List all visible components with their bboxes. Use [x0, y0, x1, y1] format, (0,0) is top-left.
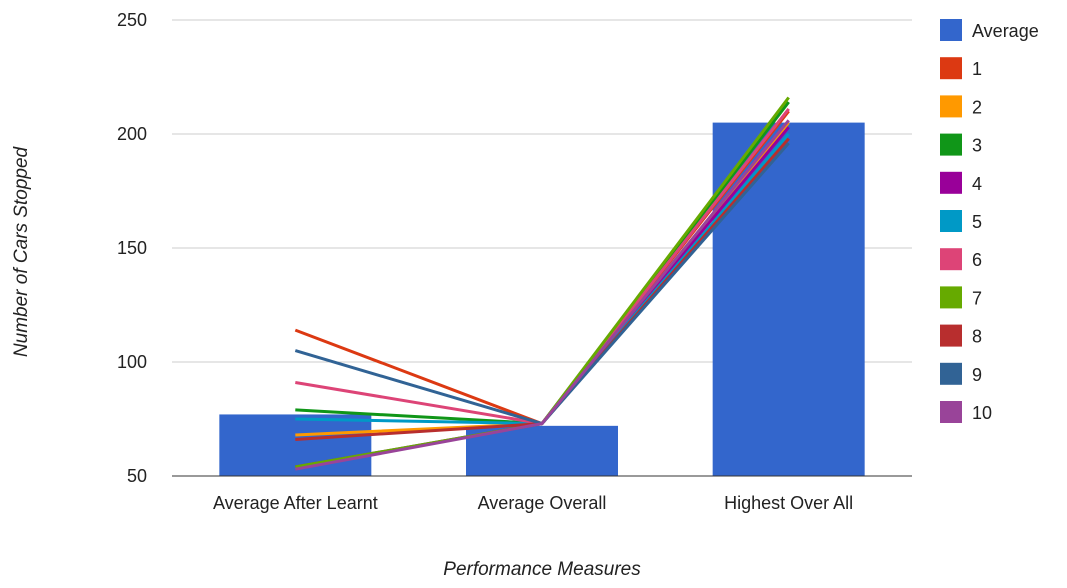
legend-swatch: [940, 362, 962, 385]
legend: Average 1 2 3 4 5 6 7 8 9 10: [940, 19, 1039, 423]
legend-swatch: [940, 19, 962, 41]
legend-swatch: [940, 171, 962, 194]
legend-label: 8: [972, 327, 982, 347]
x-tick-label: Average After Learnt: [213, 493, 378, 513]
legend-swatch: [940, 248, 962, 271]
legend-swatch: [940, 95, 962, 118]
y-axis-title: Number of Cars Stopped: [11, 145, 32, 357]
legend-label: 10: [972, 403, 992, 423]
legend-swatch: [940, 210, 962, 232]
y-tick-label: 150: [117, 238, 147, 258]
legend-label: 4: [972, 174, 982, 194]
series-line: [295, 119, 790, 471]
legend-label: 2: [972, 97, 982, 117]
x-tick-label: Highest Over All: [724, 493, 853, 513]
legend-label: 9: [972, 365, 982, 385]
legend-label: 1: [972, 59, 982, 79]
legend-swatch: [940, 324, 962, 347]
y-tick-label: 100: [117, 352, 147, 372]
legend-swatch: [940, 286, 962, 309]
y-axis-ticks: 50 100 150 200 250: [117, 10, 147, 486]
x-axis-title: Performance Measures: [443, 559, 641, 580]
legend-label: 3: [972, 136, 982, 156]
x-tick-label: Average Overall: [478, 493, 607, 513]
x-axis-ticks: Average After Learnt Average Overall Highe…: [213, 493, 853, 513]
y-tick-label: 50: [127, 466, 147, 486]
legend-label: Average: [972, 21, 1039, 41]
legend-label: 6: [972, 250, 982, 270]
lines: [294, 96, 790, 471]
legend-swatch: [940, 57, 962, 80]
legend-swatch: [940, 401, 962, 423]
y-tick-label: 200: [117, 124, 147, 144]
y-tick-label: 250: [117, 10, 147, 30]
legend-swatch: [940, 133, 962, 156]
legend-label: 7: [972, 288, 982, 308]
legend-label: 5: [972, 212, 982, 232]
